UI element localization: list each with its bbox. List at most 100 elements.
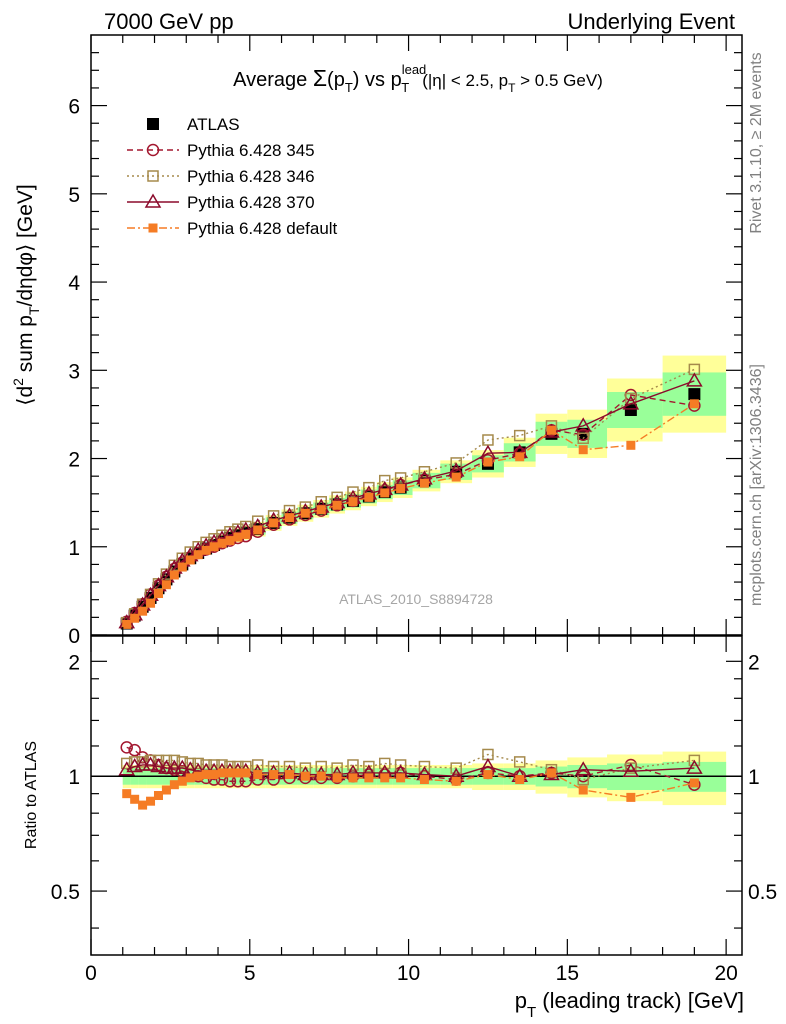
series-pythia-6-428-345-ratio-point — [120, 741, 133, 754]
series-pythia-6-428-370-ratio-point — [142, 756, 159, 771]
series-pythia-6-428-default-ratio-point — [269, 770, 279, 780]
x-axis-label: pT (leading track) [GeV] — [515, 988, 744, 1021]
mcplots-credit-label: mcplots.cern.ch [arXiv:1306.3436] — [748, 364, 765, 606]
series-pythia-6-428-346-ratio-point — [200, 759, 212, 771]
series-pythia-6-428-default-ratio-point — [380, 773, 390, 783]
series-pythia-6-428-370-ratio-point — [134, 756, 151, 771]
series-pythia-6-428-346-ratio-point — [347, 759, 359, 771]
series-pythia-6-428-346-ratio-point — [152, 754, 165, 767]
series-pythia-6-428-default-ratio-point — [225, 768, 235, 778]
legend-marker — [147, 118, 159, 130]
series-pythia-6-428-346-ratio-point — [160, 754, 173, 767]
series-pythia-6-428-default-ratio-point — [332, 773, 342, 783]
x-tick-label: 15 — [556, 962, 579, 985]
series-pythia-6-428-default-point — [169, 570, 179, 580]
series-pythia-6-428-370-ratio-point — [622, 762, 640, 778]
series-pythia-6-428-default-point — [177, 562, 187, 572]
ratio-tick-label-right: 1 — [748, 766, 760, 789]
series-pythia-6-428-370-point — [622, 395, 640, 410]
series-pythia-6-428-default-ratio-point — [515, 775, 525, 785]
series-pythia-6-428-default-ratio-point — [233, 768, 243, 778]
series-pythia-6-428-346-point — [418, 466, 431, 478]
series-pythia-6-428-default-ratio-point — [130, 794, 140, 804]
y-tick-label: 3 — [68, 360, 80, 383]
legend: ATLAS Pythia 6.428 345 Pythia 6.428 346 Pyt… — [127, 115, 338, 238]
series-pythia-6-428-default-ratio-point — [451, 776, 461, 786]
series-pythia-6-428-default-point — [217, 538, 227, 548]
series-pythia-6-428-default-ratio-point — [396, 773, 406, 783]
series-pythia-6-428-default-ratio-point — [253, 770, 263, 780]
y-tick-label: 6 — [68, 96, 80, 119]
series-pythia-6-428-default-ratio-point — [138, 800, 148, 810]
series-pythia-6-428-default-ratio-point — [122, 789, 132, 799]
series-pythia-6-428-default-point — [419, 478, 429, 488]
x-tick-label: 20 — [714, 962, 737, 985]
legend-label: Pythia 6.428 default — [187, 219, 338, 238]
series-pythia-6-428-default-point — [225, 536, 235, 546]
series-pythia-6-428-346-ratio-point — [394, 759, 407, 771]
series-atlas-point — [688, 388, 701, 401]
series-pythia-6-428-default-ratio-point — [546, 768, 556, 778]
series-pythia-6-428-default-point — [300, 508, 310, 518]
series-pythia-6-428-370-ratio-point — [173, 759, 191, 774]
series-pythia-6-428-default-ratio-point — [161, 785, 171, 795]
series-pythia-6-428-default-point — [515, 452, 525, 462]
series-pythia-6-428-default-ratio-point — [626, 792, 636, 802]
ratio-tick-label-left: 0.5 — [51, 881, 80, 904]
series-pythia-6-428-370-point — [686, 372, 703, 387]
series-pythia-6-428-370-ratio-point — [166, 759, 183, 774]
series-pythia-6-428-346-ratio-point — [688, 754, 701, 767]
series-pythia-6-428-default-point — [193, 550, 203, 560]
series-pythia-6-428-default-point — [348, 497, 358, 507]
series-pythia-6-428-default-ratio-point — [241, 768, 251, 778]
series-pythia-6-428-default-ratio-point — [578, 785, 588, 795]
legend-label: Pythia 6.428 345 — [187, 141, 315, 160]
series-pythia-6-428-346-ratio-point — [208, 759, 220, 771]
series-pythia-6-428-345-ratio-line — [126, 746, 695, 786]
series-pythia-6-428-370-ratio-point — [118, 761, 136, 776]
series-pythia-6-428-default-line — [126, 403, 695, 625]
series-pythia-6-428-346-point — [577, 432, 589, 444]
series-pythia-6-428-default-ratio-point — [316, 771, 326, 781]
legend-marker — [148, 223, 158, 233]
rivet-version-label: Rivet 3.1.10, ≥ 2M events — [748, 52, 765, 233]
x-tick-label: 10 — [397, 962, 420, 985]
series-pythia-6-428-default-ratio-point — [193, 771, 203, 781]
series-pythia-6-428-346-ratio-point — [378, 757, 391, 770]
series-pythia-6-428-default-point — [451, 472, 461, 482]
series-pythia-6-428-default-point — [546, 425, 556, 435]
series-pythia-6-428-default-ratio-point — [483, 770, 493, 780]
legend-marker — [146, 143, 160, 157]
y-tick-label: 0 — [68, 625, 80, 648]
series-pythia-6-428-default-point — [241, 529, 251, 539]
series-pythia-6-428-370-point — [574, 417, 592, 432]
series-pythia-6-428-default-point — [138, 606, 148, 616]
series-pythia-6-428-default-point — [122, 619, 132, 629]
series-pythia-6-428-default-point — [153, 589, 163, 599]
legend-marker — [147, 170, 159, 182]
series-pythia-6-428-346-point — [363, 481, 375, 494]
series-pythia-6-428-default-ratio-point — [689, 778, 699, 788]
series-pythia-6-428-default-point — [146, 598, 156, 608]
series-pythia-6-428-346-point — [378, 474, 391, 487]
series-pythia-6-428-default-point — [689, 399, 699, 409]
legend-marker — [144, 193, 162, 208]
series-ratio-layer — [118, 741, 703, 810]
series-main-layer — [118, 363, 703, 630]
series-pythia-6-428-346-ratio-point — [315, 760, 327, 773]
series-pythia-6-428-default-point — [380, 488, 390, 498]
axis-tick-labels: 0 5 10 15 20 0 1 2 3 4 5 6 0.5 0.5 1 1 2 2 — [51, 96, 777, 985]
series-pythia-6-428-default-point — [253, 525, 263, 535]
series-pythia-6-428-default-point — [483, 457, 493, 467]
series-pythia-6-428-default-point — [269, 518, 279, 528]
x-tick-label: 5 — [244, 962, 256, 985]
series-pythia-6-428-default-point — [332, 500, 342, 510]
series-pythia-6-428-370-ratio-point — [158, 759, 175, 774]
series-pythia-6-428-346-point — [394, 472, 407, 484]
axis-ticks — [90, 35, 742, 955]
series-pythia-6-428-default-point — [233, 532, 243, 542]
series-pythia-6-428-default-ratio-point — [419, 775, 429, 785]
series-pythia-6-428-346-ratio-point — [450, 762, 462, 774]
series-pythia-6-428-default-point — [161, 580, 171, 590]
